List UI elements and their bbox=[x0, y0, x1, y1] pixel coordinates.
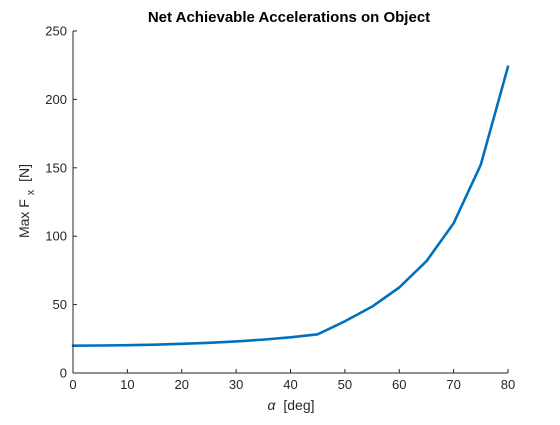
x-axis-label-symbol: α bbox=[267, 397, 276, 413]
x-tick-label: 80 bbox=[501, 377, 515, 392]
y-tick-label: 150 bbox=[45, 160, 67, 175]
x-tick-label: 60 bbox=[392, 377, 406, 392]
plot-area-background bbox=[73, 31, 508, 373]
y-tick-label: 100 bbox=[45, 229, 67, 244]
plot-area bbox=[73, 31, 508, 373]
y-tick-label: 250 bbox=[45, 24, 67, 39]
y-tick-label: 0 bbox=[60, 366, 67, 381]
y-tick-label: 200 bbox=[45, 92, 67, 107]
x-tick-label: 50 bbox=[338, 377, 352, 392]
y-axis-label-main: Max F bbox=[16, 199, 32, 238]
y-axis-label-unit: [N] bbox=[16, 164, 32, 182]
series-layer bbox=[71, 65, 510, 347]
y-axis-label: Max F x [N] bbox=[16, 164, 37, 238]
ticks-layer: 0 10 20 30 40 50 60 70 80 0 50 100 150 200 250 bbox=[45, 24, 515, 393]
series-line-0 bbox=[71, 65, 510, 347]
x-tick-label: 40 bbox=[283, 377, 297, 392]
x-tick-label: 30 bbox=[229, 377, 243, 392]
x-tick-label: 10 bbox=[120, 377, 134, 392]
x-axis-label-unit: [deg] bbox=[283, 397, 314, 413]
chart-title: Net Achievable Accelerations on Object bbox=[148, 9, 430, 26]
x-tick-label: 0 bbox=[69, 377, 76, 392]
y-tick-label: 50 bbox=[53, 297, 67, 312]
y-axis-label-sub: x bbox=[25, 189, 37, 195]
x-tick-label: 20 bbox=[175, 377, 189, 392]
x-tick-label: 70 bbox=[446, 377, 460, 392]
x-axis-label: α [deg] bbox=[267, 397, 314, 413]
